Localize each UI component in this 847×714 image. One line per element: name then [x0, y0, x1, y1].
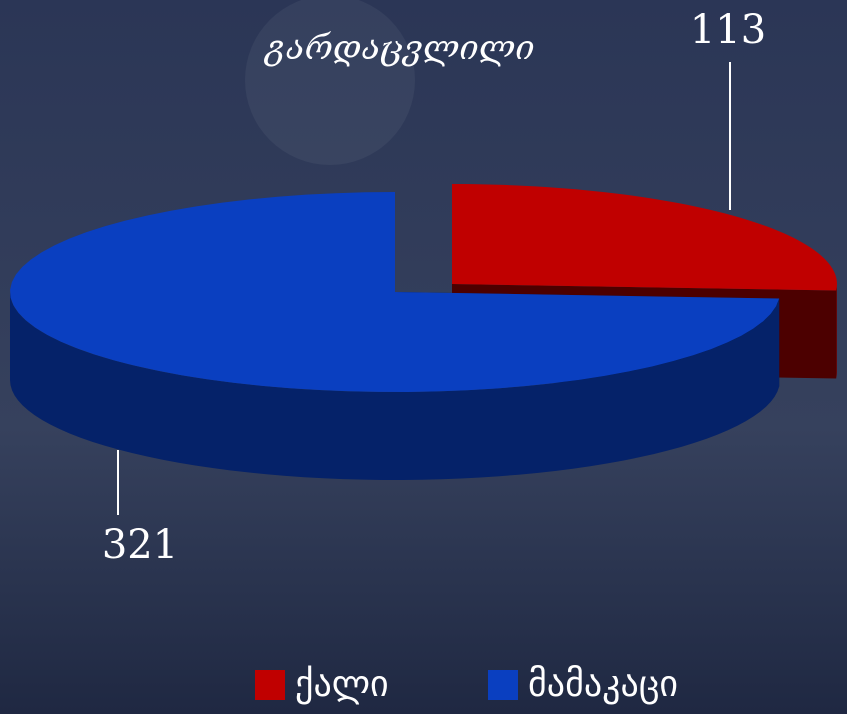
- chart-title: გარდაცვლილი: [263, 28, 534, 68]
- data-label: 113: [690, 7, 766, 53]
- chart: გარდაცვლილი 113 321 ქალი მამაკაცი: [0, 0, 847, 714]
- data-label: 321: [102, 522, 178, 568]
- legend-swatch: [255, 670, 285, 700]
- legend-label: მამაკაცი: [528, 664, 678, 705]
- background-decor: [245, 0, 415, 165]
- legend-label: ქალი: [295, 664, 389, 705]
- legend-swatch: [488, 670, 518, 700]
- slice-side: [836, 284, 837, 379]
